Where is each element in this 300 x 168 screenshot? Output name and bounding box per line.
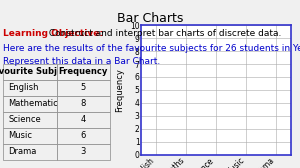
Text: Learning Objective:: Learning Objective:	[3, 29, 103, 38]
Y-axis label: Frequency: Frequency	[116, 68, 124, 112]
Text: Bar Charts: Bar Charts	[117, 12, 183, 25]
Text: Here are the results of the favourite subjects for 26 students in Year 9.: Here are the results of the favourite su…	[3, 44, 300, 53]
Text: Represent this data in a Bar Chart.: Represent this data in a Bar Chart.	[3, 57, 160, 66]
Text: Construct and interpret bar charts of discrete data.: Construct and interpret bar charts of di…	[46, 29, 282, 38]
